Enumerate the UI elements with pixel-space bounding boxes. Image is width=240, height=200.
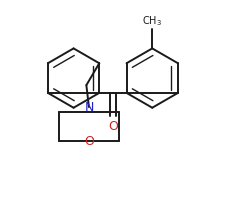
- Text: O: O: [108, 120, 118, 133]
- Text: N: N: [84, 101, 94, 114]
- Text: CH$_3$: CH$_3$: [142, 14, 162, 28]
- Text: O: O: [84, 135, 94, 148]
